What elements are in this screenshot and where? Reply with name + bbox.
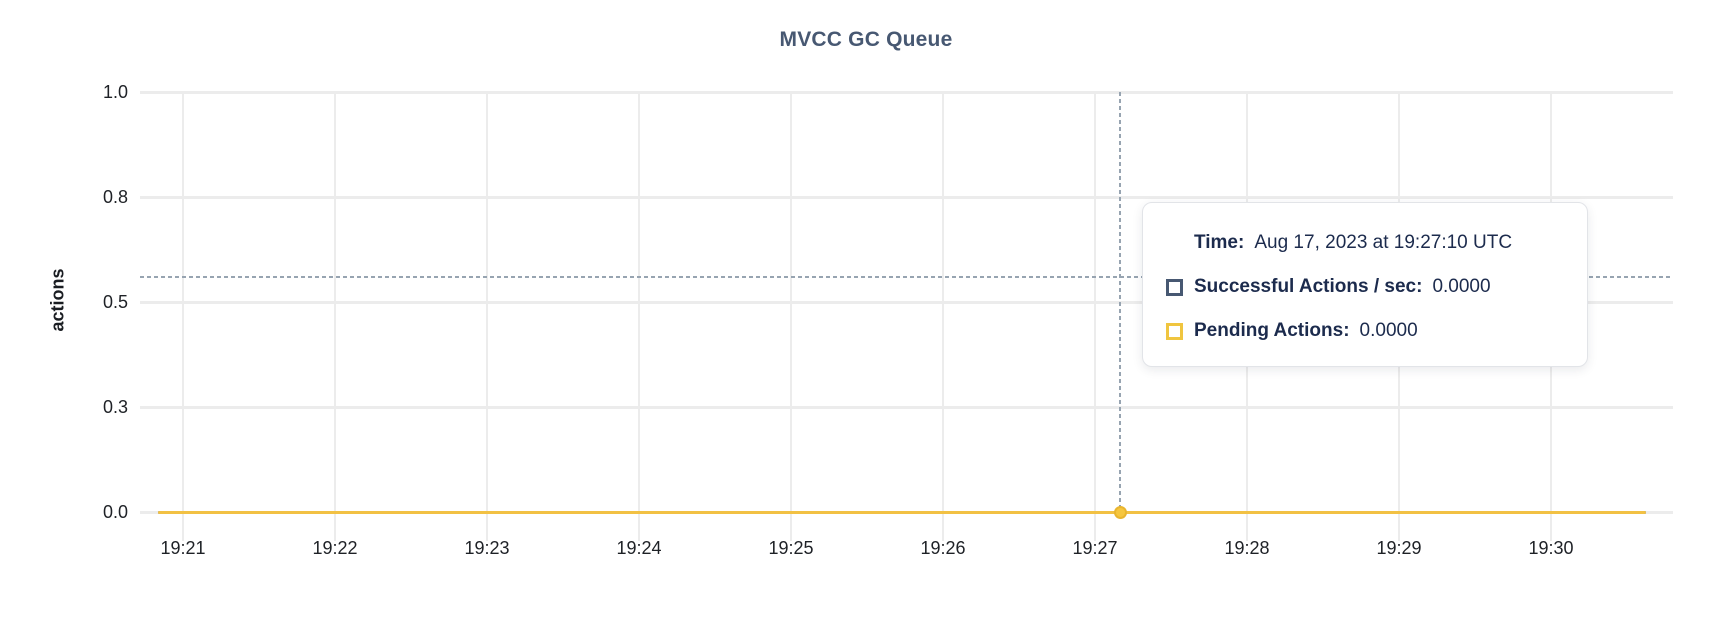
chart-title: MVCC GC Queue — [779, 28, 953, 51]
x-tick-label: 19:30 — [1528, 538, 1574, 558]
gridline-h — [140, 405, 1673, 409]
gridline-v — [638, 92, 640, 541]
hover-point-dot — [1113, 505, 1127, 519]
x-tick-label: 19:27 — [1072, 538, 1118, 558]
tooltip-series-label: Successful Actions / sec: — [1194, 276, 1423, 297]
tooltip-time-value: Aug 17, 2023 at 19:27:10 UTC — [1254, 232, 1513, 253]
x-tick-label: 19:29 — [1376, 538, 1422, 558]
tooltip-time-label: Time: — [1194, 232, 1245, 253]
gridline-h — [140, 90, 1673, 94]
pending-actions-swatch-icon — [1166, 322, 1183, 340]
chart-tooltip: Time: Aug 17, 2023 at 19:27:10 UTC Succe… — [1142, 202, 1588, 367]
y-tick-label: 1.0 — [102, 82, 128, 102]
y-tick-label: 0.8 — [102, 187, 128, 207]
y-tick-label: 0.3 — [102, 397, 128, 417]
gridline-v — [334, 92, 336, 541]
pending-actions-line — [158, 510, 1646, 514]
gridline-v — [790, 92, 792, 541]
x-tick-label: 19:28 — [1224, 538, 1270, 558]
y-tick-label: 0.5 — [102, 292, 128, 312]
swatch-spacer — [1166, 235, 1183, 252]
x-tick-label: 19:26 — [920, 538, 966, 558]
tooltip-time-row: Time: Aug 17, 2023 at 19:27:10 UTC — [1166, 221, 1567, 265]
gridline-h — [140, 195, 1673, 199]
x-tick-label: 19:24 — [616, 538, 662, 558]
tooltip-series-value: 0.0000 — [1432, 276, 1491, 297]
y-tick-label: 0.0 — [102, 502, 128, 522]
tooltip-series-row-pending-actions: Pending Actions: 0.0000 — [1166, 309, 1567, 353]
gridline-h — [140, 300, 1673, 304]
tooltip-series-row-successful-actions: Successful Actions / sec: 0.0000 — [1166, 265, 1567, 309]
x-tick-label: 19:21 — [160, 538, 206, 558]
gridline-v — [182, 92, 184, 541]
gridline-v — [486, 92, 488, 541]
gridline-v — [1094, 92, 1096, 541]
successful-actions-swatch-icon — [1166, 278, 1183, 296]
x-tick-label: 19:23 — [464, 538, 510, 558]
x-tick-label: 19:25 — [768, 538, 814, 558]
x-tick-label: 19:22 — [312, 538, 358, 558]
crosshair-vertical-line — [1119, 92, 1122, 507]
tooltip-series-value: 0.0000 — [1359, 320, 1418, 341]
gridline-v — [942, 92, 944, 541]
tooltip-series-label: Pending Actions: — [1194, 320, 1350, 341]
crosshair-horizontal-line — [140, 276, 1673, 278]
